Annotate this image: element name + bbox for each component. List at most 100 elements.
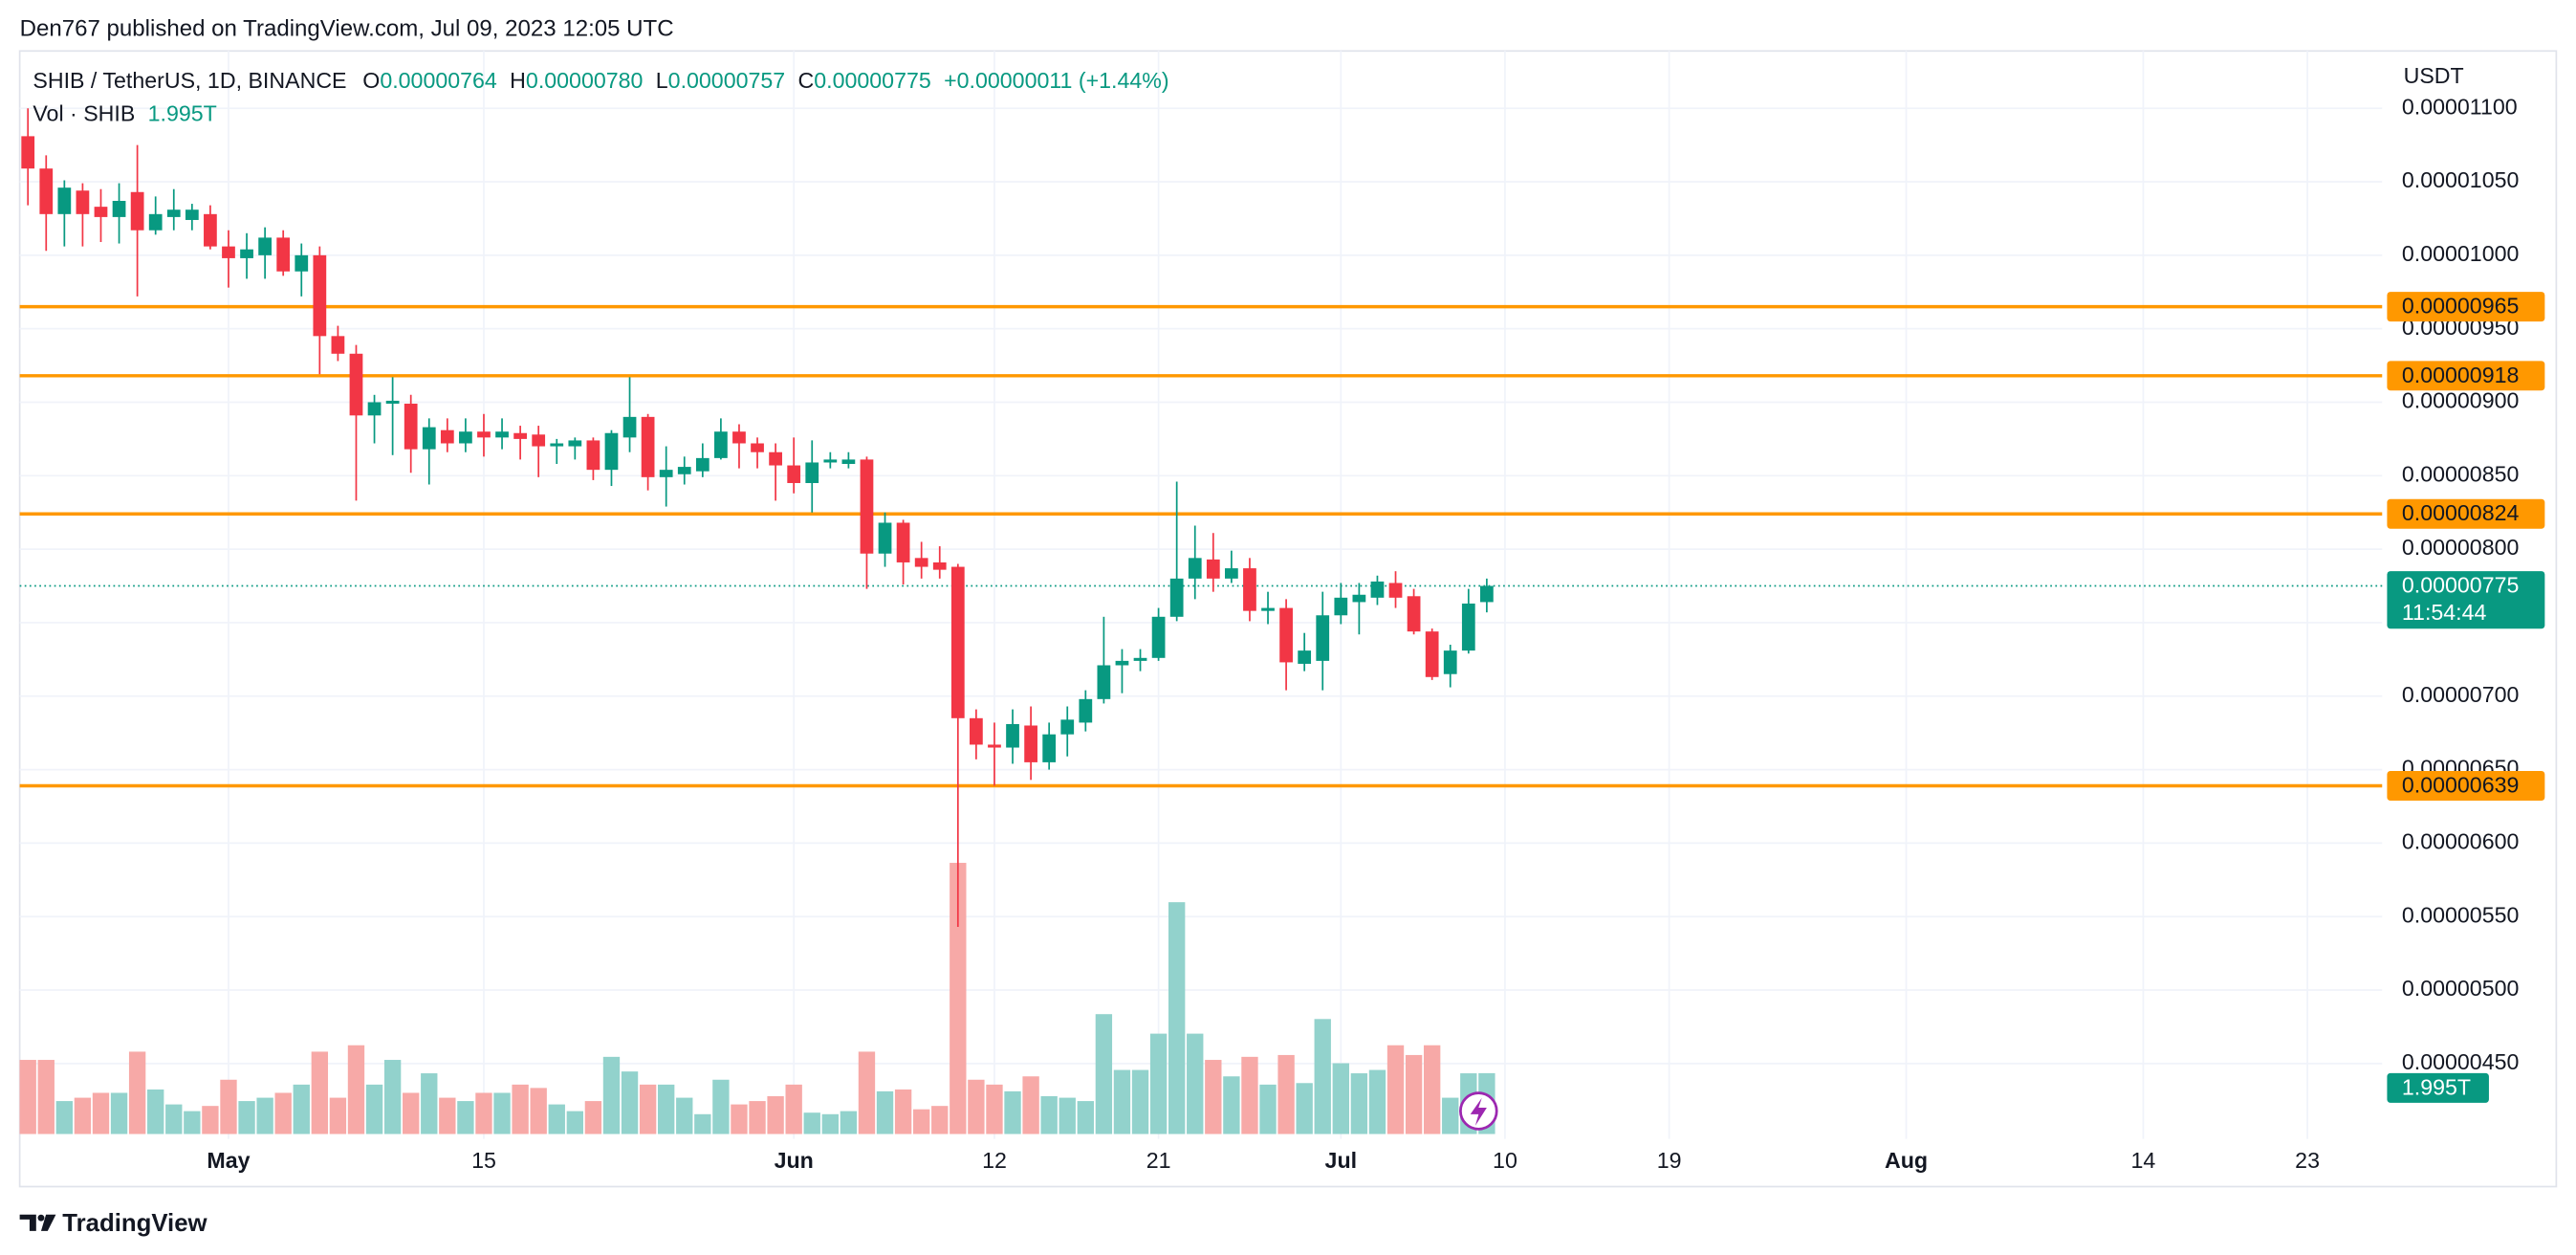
volume-bar	[256, 1097, 273, 1134]
y-tick-label: 0.00000700	[2402, 682, 2520, 707]
countdown-label: 11:54:44	[2402, 600, 2487, 625]
candle-body	[622, 416, 637, 438]
volume-bar	[1241, 1056, 1258, 1134]
volume-bar	[913, 1109, 930, 1134]
x-tick-label: 15	[471, 1148, 496, 1173]
candle-body	[76, 190, 90, 214]
x-tick-label: May	[207, 1148, 250, 1173]
y-tick-label: 0.00000800	[2402, 535, 2520, 560]
volume-bar	[475, 1092, 492, 1134]
volume-bar	[37, 1060, 55, 1134]
level-tag-label: 0.00000965	[2402, 294, 2520, 319]
volume-bar	[1405, 1054, 1423, 1134]
volume-bar	[1077, 1101, 1094, 1134]
volume-layer	[19, 863, 1495, 1134]
candle-body	[1261, 607, 1275, 611]
volume-bar	[1095, 1014, 1113, 1134]
volume-bar	[803, 1112, 820, 1134]
candle-body	[39, 168, 54, 214]
candle-body	[477, 431, 491, 438]
volume-bar	[548, 1104, 565, 1134]
legend-change: +0.00000011 (+1.44%)	[944, 68, 1169, 93]
volume-bar	[566, 1111, 584, 1134]
volume-bar	[493, 1092, 511, 1134]
candle-body	[385, 400, 400, 405]
volume-bar	[365, 1084, 383, 1134]
y-tick-label: 0.00001000	[2402, 241, 2520, 266]
legend-close-label: C	[798, 68, 815, 93]
candle-body	[21, 136, 35, 169]
candle-body	[295, 254, 309, 272]
volume-bar	[1332, 1063, 1349, 1134]
candle-body	[932, 561, 947, 570]
volume-bar	[1386, 1045, 1405, 1134]
candle-body	[204, 213, 217, 247]
candle-body	[1480, 585, 1494, 603]
x-tick-label: 10	[1493, 1148, 1517, 1173]
candle-body	[1115, 660, 1129, 666]
legend-close: 0.00000775	[814, 68, 931, 93]
volume-bar	[1149, 1033, 1168, 1134]
candle-body	[1370, 581, 1385, 598]
volume-bar	[184, 1111, 201, 1134]
volume-bar	[202, 1106, 219, 1134]
volume-bar	[584, 1101, 602, 1134]
candle-body	[988, 744, 1001, 748]
tag-layer: 0.00000965 0.00000918 0.00000824 0.00000639…	[2387, 292, 2545, 1103]
x-tick-label: 14	[2131, 1148, 2156, 1173]
candle-body	[1352, 594, 1366, 603]
candle-body	[1206, 559, 1220, 579]
candle-body	[751, 443, 764, 452]
candle-body	[896, 522, 910, 562]
legend-line: SHIB / TetherUS, 1D, BINANCE O0.00000764…	[33, 68, 1168, 93]
volume-bar	[1314, 1019, 1331, 1134]
candle-body	[1060, 719, 1075, 735]
level-tag	[2387, 361, 2545, 391]
candle-body	[130, 191, 144, 231]
volume-bar	[220, 1079, 237, 1134]
candle-body	[1042, 734, 1057, 762]
candle-body	[1279, 607, 1293, 663]
candle-body	[240, 249, 253, 258]
candle-body	[1133, 657, 1147, 661]
candle-body	[878, 522, 892, 554]
candle-body	[914, 558, 928, 567]
volume-bar	[1131, 1069, 1149, 1134]
candle-body	[641, 416, 655, 477]
candle-body	[1407, 596, 1421, 632]
candle-body	[1188, 558, 1202, 579]
candle-body	[148, 213, 163, 231]
candle-body	[769, 451, 782, 466]
volume-bar	[1296, 1083, 1313, 1134]
candle-body	[1298, 650, 1312, 664]
x-tick-label: Aug	[1885, 1148, 1928, 1173]
legend-high-label: H	[510, 68, 526, 93]
candle-body	[276, 237, 291, 272]
volume-bar	[894, 1089, 912, 1134]
volume-bar	[165, 1104, 183, 1134]
volume-bar	[1040, 1095, 1058, 1134]
chart-frame	[18, 50, 2558, 1188]
level-tag	[2387, 498, 2545, 529]
volume-bar	[639, 1084, 657, 1134]
volume-bar	[383, 1060, 402, 1134]
candle-body	[1316, 615, 1330, 661]
volume-bar	[1350, 1073, 1368, 1134]
candle-body	[787, 465, 801, 483]
candle-body	[823, 459, 838, 463]
x-tick-label: 21	[1146, 1148, 1171, 1173]
replay-icon[interactable]	[1459, 1091, 1498, 1131]
candle-body	[459, 431, 472, 444]
y-tick-label: 0.00000550	[2402, 902, 2520, 927]
candle-body	[604, 432, 619, 471]
volume-bar	[602, 1056, 621, 1134]
last-price-label: 0.00000775	[2402, 573, 2520, 598]
candle-body	[677, 467, 691, 474]
volume-bar	[676, 1097, 693, 1134]
candle-body	[1225, 568, 1238, 579]
candle-body	[57, 187, 72, 214]
volume-bar	[1259, 1084, 1277, 1134]
level-tag-label: 0.00000824	[2402, 500, 2520, 525]
volume-bar	[876, 1090, 894, 1134]
volume-legend-value: 1.995T	[148, 100, 217, 125]
